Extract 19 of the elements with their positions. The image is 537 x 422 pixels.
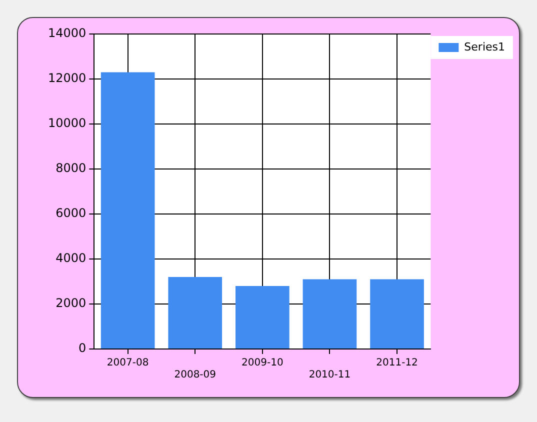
bar bbox=[236, 286, 290, 348]
bar bbox=[370, 279, 424, 348]
y-tick-label: 12000 bbox=[48, 71, 86, 86]
bar bbox=[100, 72, 155, 348]
y-tick-label: 2000 bbox=[56, 296, 86, 310]
bar bbox=[302, 279, 357, 348]
x-tick-label: 2011-12 bbox=[376, 358, 418, 369]
y-tick-label: 8000 bbox=[56, 161, 86, 176]
bar bbox=[168, 277, 222, 348]
y-tick-label: 10000 bbox=[48, 116, 86, 130]
x-tick-label: 2007-08 bbox=[106, 358, 149, 369]
x-tick-label: 2010-11 bbox=[308, 370, 351, 381]
y-tick-label: 0 bbox=[78, 341, 86, 356]
legend-label: Series1 bbox=[464, 40, 505, 54]
x-tick-label: 2009-10 bbox=[242, 358, 284, 369]
y-tick-label: 4000 bbox=[56, 251, 86, 266]
x-tick-label: 2008-09 bbox=[174, 370, 216, 381]
y-tick-label: 14000 bbox=[48, 26, 86, 40]
y-tick-label: 6000 bbox=[56, 206, 86, 220]
